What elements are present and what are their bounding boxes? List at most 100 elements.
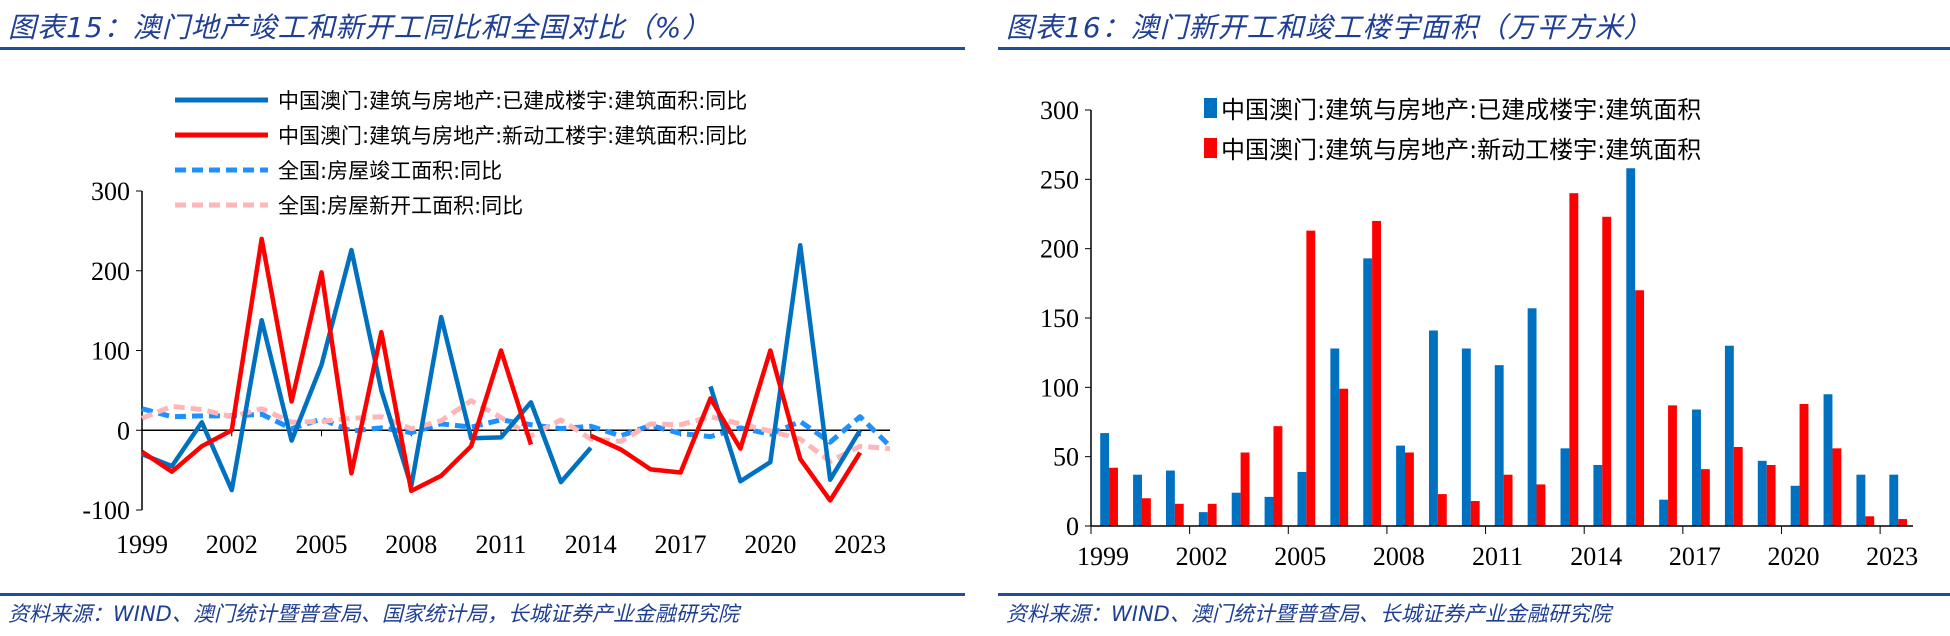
- source-divider: [998, 593, 1950, 596]
- title-divider: [0, 47, 965, 50]
- figure-15-source: 资料来源：WIND、澳门统计暨普查局、国家统计局，长城证券产业金融研究院: [8, 602, 739, 626]
- legend-label: 中国澳门:建筑与房地产:新动工楼宇:建筑面积:同比: [278, 124, 747, 148]
- bar-2022-new: [1865, 516, 1875, 526]
- bar-2016-new: [1668, 405, 1677, 526]
- y-tick-label: 250: [1040, 165, 1079, 194]
- series-line-1: [140, 236, 534, 494]
- bar-2014-completed: [1593, 464, 1603, 526]
- x-tick-label: 2008: [385, 530, 437, 559]
- bar-2008-new: [1405, 452, 1414, 526]
- bar-2010-completed: [1461, 348, 1471, 526]
- figure-16-panel: 图表16：澳门新开工和竣工楼宇面积（万平方米） 300 250 200 150 100 5…: [998, 0, 1950, 636]
- legend-label: 中国澳门:建筑与房地产:已建成楼宇:建筑面积: [1221, 96, 1701, 124]
- bar-2017-new: [1700, 469, 1710, 526]
- bar-2001-completed: [1165, 470, 1175, 526]
- bar-2005-new: [1306, 230, 1316, 526]
- legend-swatch: [1204, 138, 1217, 158]
- bar-2022-completed: [1856, 474, 1866, 526]
- legend-label: 中国澳门:建筑与房地产:已建成楼宇:建筑面积:同比: [278, 89, 747, 113]
- x-tick-label: 2005: [296, 530, 348, 559]
- bar-2002-new: [1207, 503, 1217, 526]
- bar-2020-new: [1799, 403, 1809, 526]
- bar-2000-new: [1141, 498, 1151, 526]
- bar-1999-new: [1109, 467, 1118, 526]
- y-tick-label: 100: [1040, 373, 1079, 402]
- x-tick-label: 2020: [1767, 542, 1819, 571]
- bar-2007-new: [1372, 220, 1382, 526]
- bar-2015-completed: [1626, 168, 1636, 527]
- y-tick-label: 300: [1040, 96, 1079, 125]
- bar-1999-completed: [1100, 433, 1110, 526]
- bar-2014-new: [1602, 216, 1612, 527]
- bar-2021-completed: [1823, 394, 1833, 526]
- bar-2013-new: [1569, 193, 1579, 526]
- bar-2009-new: [1437, 494, 1447, 526]
- bar-2011-completed: [1494, 365, 1504, 526]
- bar-2005-completed: [1297, 471, 1307, 526]
- x-tick-label: 2017: [655, 530, 707, 559]
- y-tick-label: 200: [91, 257, 130, 286]
- y-tick-label: 50: [1053, 443, 1079, 472]
- series-line-2: [141, 406, 892, 448]
- x-tick-label: 2008: [1373, 542, 1425, 571]
- bar-2020-completed: [1790, 485, 1800, 526]
- legend-label: 全国:房屋新开工面积:同比: [278, 194, 523, 218]
- bar-2018-completed: [1724, 345, 1734, 526]
- bar-2019-completed: [1757, 460, 1767, 526]
- bar-2002-completed: [1198, 512, 1208, 526]
- bar-2018-new: [1733, 446, 1743, 526]
- legend-label: 中国澳门:建筑与房地产:新动工楼宇:建筑面积: [1221, 136, 1701, 164]
- x-tick-label: 2005: [1274, 542, 1326, 571]
- y-tick-label: 0: [117, 416, 130, 445]
- legend-label: 全国:房屋竣工面积:同比: [278, 159, 502, 183]
- series-line-0: [141, 247, 593, 493]
- yoy-line-chart: 300 200 100 0 -100 1999 2002 2005 2008 2011 2014 20…: [82, 89, 892, 559]
- x-tick-label: 2023: [834, 530, 886, 559]
- x-tick-label: 2002: [206, 530, 258, 559]
- y-tick-label: -100: [82, 496, 130, 525]
- bar-2010-new: [1470, 501, 1480, 526]
- bar-2021-new: [1832, 448, 1842, 526]
- y-tick-label: 100: [91, 337, 130, 366]
- bar-2008-completed: [1396, 445, 1406, 526]
- bar-2023-completed: [1889, 474, 1899, 526]
- x-tick-label: 2014: [1570, 542, 1622, 571]
- x-tick-label: 2023: [1866, 542, 1918, 571]
- source-divider: [0, 593, 965, 596]
- bar-2017-completed: [1692, 409, 1701, 526]
- y-tick-label: 200: [1040, 235, 1079, 264]
- title-divider: [998, 47, 1950, 50]
- series-line-1: [589, 348, 862, 503]
- x-tick-label: 2020: [744, 530, 796, 559]
- bar-2012-completed: [1527, 308, 1537, 526]
- bar-2001-new: [1174, 503, 1184, 526]
- bar-2003-new: [1240, 452, 1250, 526]
- x-tick-label: 1999: [1077, 542, 1129, 571]
- legend-swatch: [1204, 98, 1217, 118]
- x-tick-label: 2017: [1669, 542, 1721, 571]
- bar-2019-new: [1766, 464, 1776, 526]
- bar-2023-new: [1898, 519, 1908, 526]
- x-tick-label: 2002: [1176, 542, 1228, 571]
- bar-2009-completed: [1429, 330, 1438, 526]
- figure-16-source: 资料来源：WIND、澳门统计暨普查局、长城证券产业金融研究院: [1006, 602, 1611, 626]
- x-tick-label: 1999: [116, 530, 168, 559]
- x-tick-label: 2011: [476, 530, 527, 559]
- bar-2004-completed: [1264, 496, 1274, 526]
- figure-16-title: 图表16：澳门新开工和竣工楼宇面积（万平方米）: [1006, 11, 1653, 44]
- bar-2012-new: [1536, 484, 1546, 526]
- bar-2004-new: [1273, 426, 1283, 526]
- x-tick-label: 2011: [1472, 542, 1523, 571]
- y-tick-label: 150: [1040, 304, 1079, 333]
- y-tick-label: 0: [1066, 512, 1079, 541]
- bar-2016-completed: [1659, 499, 1669, 526]
- bar-2006-completed: [1330, 348, 1340, 526]
- bar-2000-completed: [1133, 474, 1142, 526]
- bar-2011-new: [1503, 474, 1513, 526]
- bar-2007-completed: [1363, 258, 1373, 526]
- series-line-3: [141, 398, 891, 464]
- bar-2013-completed: [1560, 448, 1570, 526]
- bar-2003-completed: [1231, 492, 1241, 526]
- bar-2006-new: [1339, 388, 1349, 526]
